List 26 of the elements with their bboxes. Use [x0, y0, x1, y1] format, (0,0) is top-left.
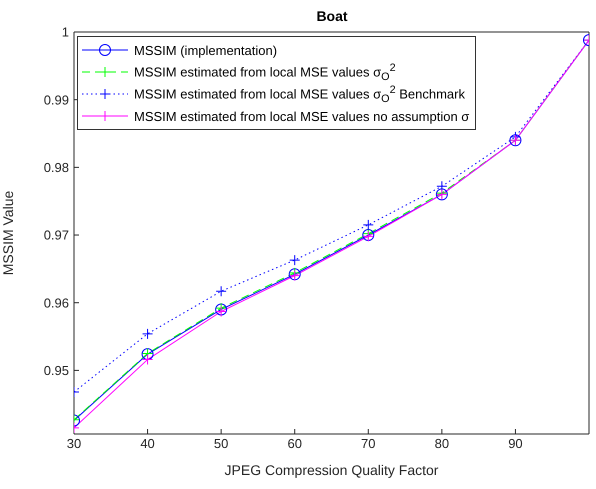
point — [289, 254, 300, 266]
point — [436, 180, 448, 192]
x-axis-title: JPEG Compression Quality Factor — [224, 462, 439, 478]
point — [142, 354, 154, 366]
x-tick-label: 40 — [140, 436, 155, 452]
x-tick-label: 90 — [508, 436, 523, 452]
y-tick-label: 0.99 — [44, 92, 69, 108]
x-tick-label: 60 — [287, 436, 302, 452]
y-tick-label: 0.96 — [44, 295, 69, 310]
x-tick-label: 70 — [361, 436, 376, 452]
point — [362, 219, 374, 230]
y-tick-label: 0.95 — [44, 363, 69, 378]
x-tick-label: 50 — [214, 436, 228, 452]
x-tick-label: 30 — [66, 436, 82, 452]
y-tick-label: 0.98 — [44, 160, 69, 175]
legend-label: MSSIM (implementation) — [134, 42, 278, 58]
y-axis-title: MSSIM Value — [0, 190, 16, 276]
y-tick-label: 0.97 — [44, 228, 69, 243]
point — [216, 306, 227, 318]
chart-title: Boat — [315, 8, 349, 24]
point — [142, 328, 154, 340]
legend-label: MSSIM estimated from local MSE values σ$_{O}$$^{2}$ Benchmark — [134, 84, 465, 104]
y-tick-label: 1 — [62, 24, 69, 40]
point — [216, 286, 227, 297]
legend-label: MSSIM estimated from local MSE values no assumption σ — [134, 108, 470, 124]
x-tick-label: 80 — [434, 436, 450, 452]
